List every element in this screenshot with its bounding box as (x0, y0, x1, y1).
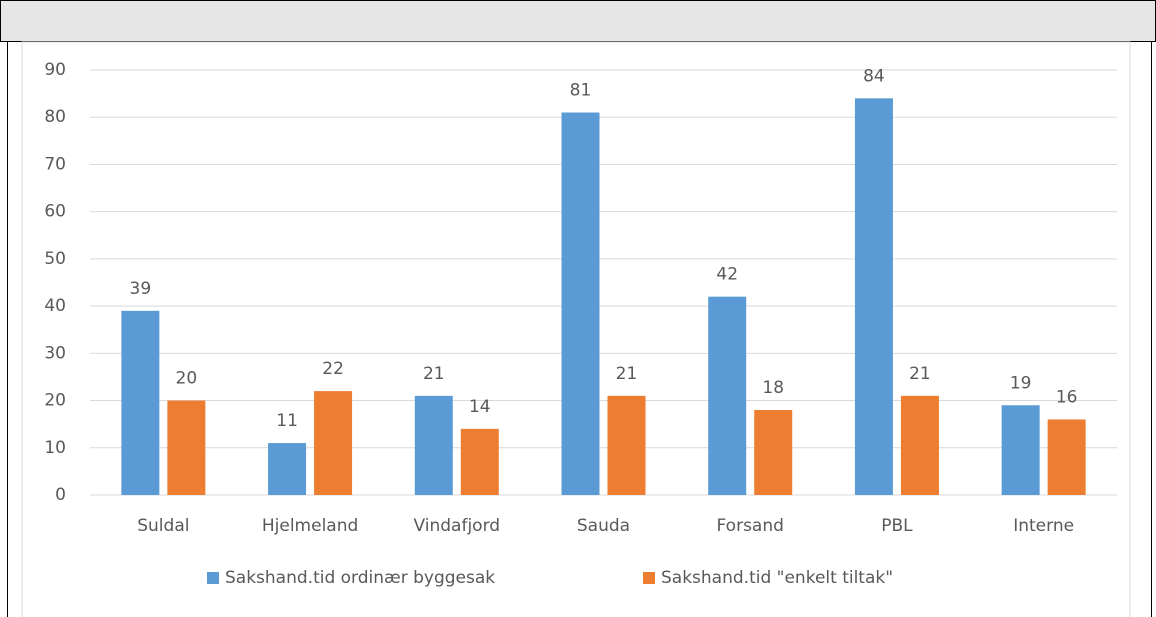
y-tick-label: 60 (44, 202, 66, 222)
bar (1047, 419, 1086, 495)
y-tick-label: 80 (44, 107, 66, 127)
bar (1001, 405, 1040, 495)
data-label: 84 (863, 66, 885, 86)
data-label: 42 (716, 265, 738, 285)
x-tick-label: Forsand (717, 516, 784, 536)
bar (121, 310, 160, 495)
y-tick-label: 20 (44, 391, 66, 411)
bar (854, 98, 893, 495)
data-label: 16 (1056, 387, 1078, 407)
x-tick-label: PBL (881, 516, 913, 536)
x-tick-label: Sauda (577, 516, 630, 536)
bar (754, 410, 793, 495)
x-tick-label: Hjelmeland (262, 516, 358, 536)
x-tick-label: Vindafjord (414, 516, 501, 536)
bar (708, 296, 747, 495)
data-label: 20 (176, 369, 198, 389)
bar (561, 112, 600, 495)
data-label: 18 (762, 378, 784, 398)
bar (268, 443, 307, 495)
x-tick-label: Suldal (137, 516, 189, 536)
y-tick-label: 70 (44, 154, 66, 174)
y-tick-label: 30 (44, 343, 66, 363)
top-bar (0, 0, 1156, 42)
data-label: 21 (909, 364, 931, 384)
data-label: 21 (616, 364, 638, 384)
legend-swatch (643, 572, 655, 584)
legend-label: Sakshand.tid "enkelt tiltak" (661, 568, 893, 588)
data-label: 39 (130, 279, 152, 299)
x-tick-label: Interne (1013, 516, 1074, 536)
data-label: 21 (423, 364, 445, 384)
bar (460, 428, 499, 495)
bar (900, 395, 939, 495)
legend-swatch (207, 572, 219, 584)
y-tick-label: 0 (55, 485, 66, 505)
data-label: 19 (1010, 373, 1032, 393)
data-label: 14 (469, 397, 491, 417)
legend-label: Sakshand.tid ordinær byggesak (225, 568, 495, 588)
bar (167, 400, 206, 495)
frame-border (1151, 41, 1152, 617)
y-tick-label: 10 (44, 438, 66, 458)
y-tick-label: 50 (44, 249, 66, 269)
data-label: 81 (570, 81, 592, 101)
data-label: 22 (322, 359, 344, 379)
bar (607, 395, 646, 495)
y-tick-label: 90 (44, 60, 66, 80)
data-label: 11 (276, 411, 298, 431)
y-tick-label: 40 (44, 296, 66, 316)
bar (314, 391, 353, 495)
bar (414, 395, 453, 495)
frame-border (7, 41, 8, 617)
